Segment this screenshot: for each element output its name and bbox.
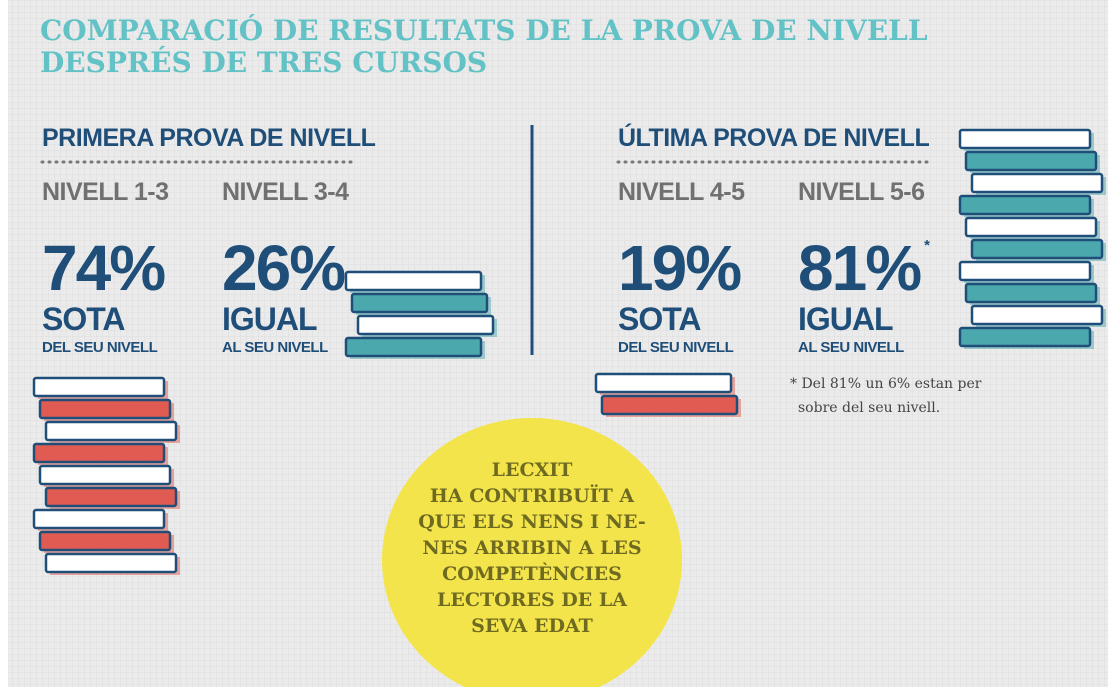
stat-sublabel: DEL SEU NIVELL [618,339,734,356]
title-line: COMPARACIÓ DE RESULTATS DE LA PROVA DE N… [40,13,928,47]
book [966,152,1096,170]
book [960,196,1090,214]
book [602,396,737,414]
book [346,338,481,356]
level: NIVELL 1-3 [42,178,169,206]
stat-value: 26% [222,232,345,304]
callout-line: NES ARRIBIN A LES [422,537,641,559]
book [960,262,1090,280]
callout-line: HA CONTRIBUÏT A [430,484,634,507]
book [34,444,164,462]
footnote: sobre del seu nivell. [798,400,940,416]
stat-label: SOTA [618,301,701,337]
callout-line: LECTORES DE LA [437,589,627,611]
stat-value: 19% [618,232,741,304]
book [960,130,1090,148]
book [34,510,164,528]
section-title: PRIMERA PROVA DE NIVELL [42,124,376,152]
stat-sublabel: AL SEU NIVELL [222,339,328,356]
book [960,328,1090,346]
book [346,272,481,290]
level: NIVELL 5-6 [798,178,925,206]
footnote: * Del 81% un 6% estan per [790,376,982,392]
stat-sublabel: AL SEU NIVELL [798,339,904,356]
book [972,174,1102,192]
book [966,218,1096,236]
stat-label: IGUAL [222,301,317,337]
book [352,294,487,312]
book [358,316,493,334]
stat-label: SOTA [42,301,125,337]
book [966,284,1096,302]
callout-line: LECXIT [492,459,573,481]
footnote-mark: * [924,237,930,254]
section-title: ÚLTIMA PROVA DE NIVELL [618,122,929,152]
book [596,374,731,392]
callout-line: COMPETÈNCIES [442,562,622,585]
level: NIVELL 3-4 [222,178,349,206]
book [46,422,176,440]
book [40,466,170,484]
book [40,532,170,550]
callout-line: SEVA EDAT [471,615,593,637]
stat-value: 74% [42,232,165,304]
book [972,306,1102,324]
infographic: COMPARACIÓ DE RESULTATS DE LA PROVA DE N… [0,0,1109,687]
callout-line: QUE ELS NENS I NE- [418,511,646,533]
stat-value: 81% [798,232,921,304]
book [46,488,176,506]
title-line: DESPRÉS DE TRES CURSOS [40,46,487,79]
stat-sublabel: DEL SEU NIVELL [42,339,158,356]
stat-label: IGUAL [798,301,893,337]
book [972,240,1102,258]
book [34,378,164,396]
book [40,400,170,418]
book [46,554,176,572]
level: NIVELL 4-5 [618,178,745,206]
